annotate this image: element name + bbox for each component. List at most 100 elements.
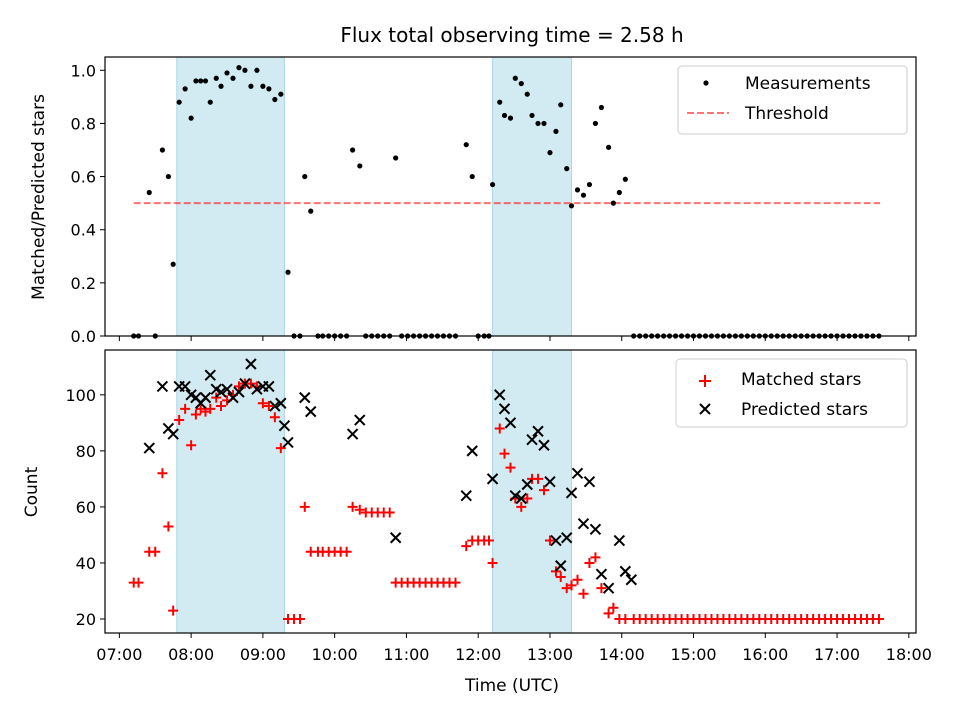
predicted-star-point <box>589 523 602 536</box>
measurement-point <box>272 96 278 103</box>
matched-star-point <box>168 605 179 616</box>
bottom-y-tick-label: 80 <box>76 442 96 461</box>
matched-star-point <box>533 473 544 484</box>
matched-star-point <box>538 485 549 496</box>
matched-star-point <box>269 412 280 423</box>
predicted-star-point <box>460 489 472 502</box>
measurement-point <box>610 200 616 206</box>
measurement-point <box>254 67 260 73</box>
measurement-point <box>308 208 314 214</box>
matched-star-point <box>596 583 607 594</box>
matched-star-point <box>216 401 227 412</box>
predicted-star-point <box>282 436 294 449</box>
predicted-star-point <box>269 400 281 412</box>
predicted-star-point <box>521 478 533 491</box>
measurement-point <box>622 176 628 182</box>
predicted-star-point <box>571 467 584 479</box>
matched-star-point <box>341 546 352 557</box>
top-x-ticks <box>118 336 910 341</box>
bottom-y-tick-label: 40 <box>76 554 96 573</box>
measurement-point <box>564 166 570 172</box>
predicted-star-point <box>602 582 615 594</box>
bottom-shaded-interval-1 <box>492 349 573 634</box>
matched-star-point <box>516 501 527 512</box>
legend-matched-label: Matched stars <box>741 370 861 390</box>
measurement-point <box>558 102 564 108</box>
predicted-star-point <box>532 425 544 437</box>
measurement-point <box>285 269 291 275</box>
matched-star-point <box>174 415 185 426</box>
bottom-y-ticks: 20 40 60 80 100 <box>65 386 105 629</box>
top-panel: 0.0 0.2 0.4 0.6 0.8 1.0 Matched/Predicted sta… <box>29 56 917 346</box>
measurement-point <box>605 144 612 150</box>
matched-star-point <box>299 501 310 512</box>
top-shaded-interval-0 <box>176 56 285 337</box>
predicted-star-point <box>167 428 179 440</box>
matched-star-point <box>211 392 222 403</box>
matched-star-point <box>157 468 168 479</box>
predicted-star-point <box>245 358 257 370</box>
predicted-star-point <box>204 369 216 381</box>
x-tick-label: 09:00 <box>240 645 286 664</box>
predicted-star-point <box>233 386 245 398</box>
predicted-star-point <box>561 532 573 544</box>
measurement-point <box>266 86 272 92</box>
top-shaded-intervals <box>176 56 573 337</box>
predicted-star-point <box>299 391 311 404</box>
matched-star-point <box>150 546 161 557</box>
predicted-star-point <box>251 383 263 395</box>
measurement-point <box>230 75 236 81</box>
predicted-star-point <box>466 445 478 457</box>
matched-star-point <box>566 580 577 591</box>
measurement-point <box>207 99 213 105</box>
matched-star-point <box>354 504 365 515</box>
measurement-point <box>350 147 356 153</box>
predicted-star-point <box>346 428 359 440</box>
matched-star-point <box>205 403 216 414</box>
measurement-point <box>568 203 575 209</box>
measurement-point <box>159 147 166 153</box>
predicted-star-point <box>278 419 291 432</box>
x-tick-label: 18:00 <box>886 645 932 664</box>
measurement-point <box>357 163 363 169</box>
predicted-star-point <box>515 492 527 505</box>
top-y-tick-label: 0.0 <box>71 327 96 346</box>
measurement-point <box>213 75 219 81</box>
measurement-point <box>580 192 587 198</box>
bottom-legend-box <box>675 358 908 428</box>
matched-star-point <box>550 566 561 577</box>
matched-star-point <box>275 443 286 454</box>
predicted-star-point <box>221 383 233 395</box>
x-tick-label: 08:00 <box>168 645 214 664</box>
top-y-axis-label: Matched/Predicted stars <box>29 94 49 300</box>
measurement-point <box>248 83 254 89</box>
matched-star-point <box>483 535 494 546</box>
predicted-star-point <box>544 475 556 488</box>
measurement-point <box>260 83 266 89</box>
legend-measurements-marker <box>703 80 709 86</box>
predicted-star-point <box>239 377 251 390</box>
predicted-star-point <box>389 532 402 544</box>
predicted-stars-points <box>143 358 638 594</box>
matched-star-point <box>190 409 201 420</box>
measurement-point <box>529 112 535 119</box>
top-y-tick-label: 0.8 <box>71 114 96 133</box>
bottom-panel: 20 40 60 80 100 07:00 08:00 09:00 10:00 11:00 12:… <box>22 349 932 696</box>
matched-star-point <box>245 378 256 389</box>
predicted-star-point <box>498 403 511 415</box>
matched-star-point <box>257 398 268 409</box>
predicted-star-point <box>619 565 632 578</box>
matched-star-point <box>578 588 589 599</box>
measurement-point <box>242 67 248 73</box>
measurement-point <box>469 173 475 180</box>
matched-star-point <box>620 613 631 624</box>
matched-star-point <box>461 541 472 552</box>
bottom-y-tick-label: 60 <box>76 498 96 517</box>
matched-star-point <box>133 577 144 588</box>
measurement-point <box>489 181 496 188</box>
matched-star-point <box>163 521 174 532</box>
legend-predicted-label: Predicted stars <box>741 400 868 420</box>
matched-star-point <box>522 493 533 504</box>
matched-star-point <box>294 613 305 624</box>
